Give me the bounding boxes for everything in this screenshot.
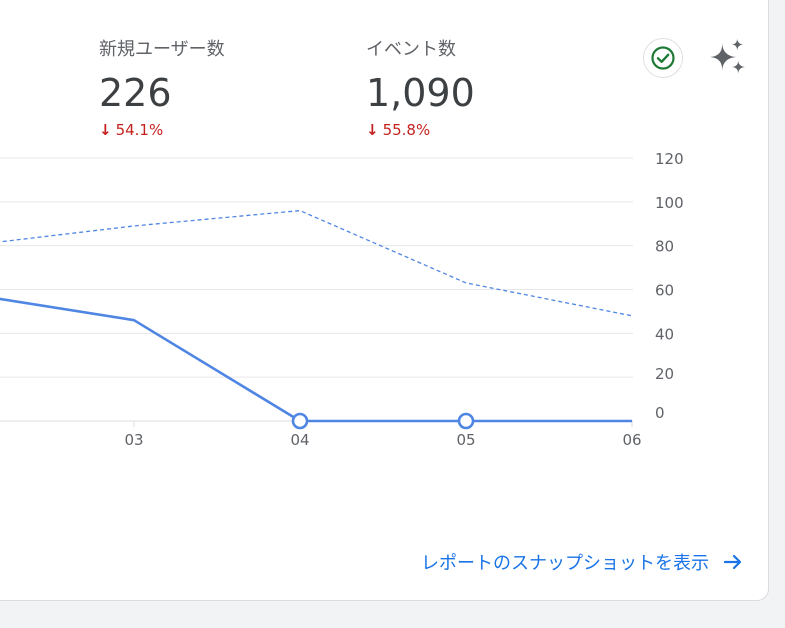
- x-tick-label: 05: [456, 431, 475, 449]
- metric-value: 226: [99, 71, 172, 115]
- y-tick-label: 20: [655, 365, 674, 383]
- chart-grid: [0, 157, 633, 422]
- arrow-down-icon: ↓: [99, 121, 112, 139]
- y-tick-label: 80: [655, 238, 674, 256]
- view-report-snapshot-label: レポートのスナップショットを表示: [421, 553, 709, 574]
- y-tick-label: 40: [655, 325, 674, 343]
- x-tick-label: 03: [124, 431, 143, 449]
- metric-delta-value: 55.8%: [382, 121, 431, 139]
- chart-points: [291, 412, 475, 430]
- metric-new-users[interactable]: 新規ユーザー数 226 ↓ 54.1%: [99, 35, 225, 139]
- metric-delta-value: 54.1%: [115, 121, 164, 139]
- metric-delta: ↓ 54.1%: [99, 121, 225, 139]
- metric-value: 1,090: [366, 71, 475, 115]
- metric-label: イベント数: [366, 39, 456, 60]
- chart-series: [0, 209, 633, 423]
- y-axis-labels: 120 100 80 60 40 20 0: [655, 150, 684, 422]
- line-chart: 120 100 80 60 40 20 0 03 04 05 06: [0, 150, 684, 449]
- x-axis-labels: 03 04 05 06: [124, 421, 642, 449]
- primary-series-line: [0, 297, 632, 423]
- metric-label: 新規ユーザー数: [99, 39, 225, 60]
- data-point: [291, 412, 309, 430]
- arrow-down-icon: ↓: [366, 121, 379, 139]
- metric-delta: ↓ 55.8%: [366, 121, 475, 139]
- insights-button[interactable]: [706, 36, 748, 78]
- x-tick-label: 04: [290, 431, 309, 449]
- arrow-right-icon: [723, 554, 742, 570]
- y-tick-label: 0: [655, 404, 665, 422]
- report-card: [0, 0, 769, 601]
- check-status-button[interactable]: [643, 38, 683, 78]
- y-tick-label: 60: [655, 282, 674, 300]
- y-tick-label: 120: [655, 150, 684, 168]
- y-tick-label: 100: [655, 194, 684, 212]
- data-point: [457, 412, 475, 430]
- x-tick-label: 06: [622, 431, 641, 449]
- view-report-snapshot-link[interactable]: レポートのスナップショットを表示: [421, 549, 743, 575]
- check-circle-icon: [651, 46, 675, 70]
- sparkle-icon: [710, 38, 745, 74]
- metric-event-count[interactable]: イベント数 1,090 ↓ 55.8%: [366, 35, 475, 139]
- comparison-series-line: [0, 209, 633, 317]
